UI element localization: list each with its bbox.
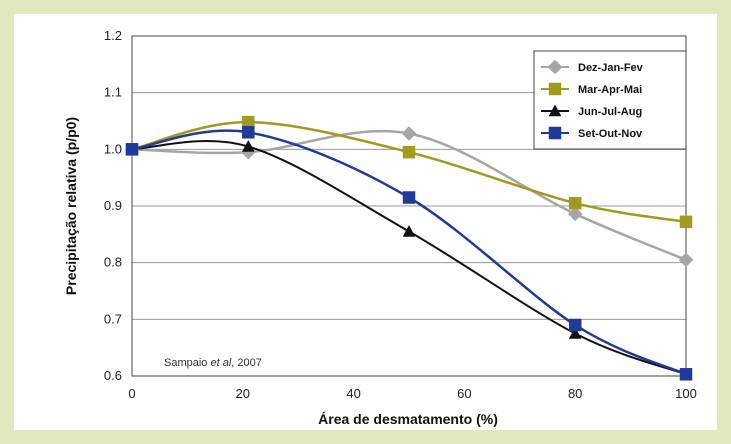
y-tick-label: 0.6 [104, 368, 122, 383]
legend-label-mar-apr-mai: Mar-Apr-Mai [578, 84, 642, 96]
x-axis-title: Área de desmatamento (%) [318, 411, 498, 427]
data-point-set-out-nov [680, 368, 692, 380]
x-tick-label: 20 [236, 386, 250, 401]
legend: Dez-Jan-Fev Mar-Apr-Mai Jun-Jul-Aug Set-Out… [534, 51, 686, 149]
legend-label-dez-jan-fev: Dez-Jan-Fev [578, 62, 644, 74]
y-tick-label: 1.0 [104, 141, 122, 156]
data-point-set-out-nov [569, 319, 581, 331]
x-tick-label: 40 [346, 386, 360, 401]
figure-panel: 0.6 0.7 0.8 0.9 1.0 1.1 1.2 0 20 40 60 80 100 Precip… [14, 14, 717, 430]
x-tick-label: 0 [128, 386, 135, 401]
series-markers [125, 116, 693, 380]
y-tick-label: 0.8 [104, 255, 122, 270]
data-point-jun-jul-aug [403, 226, 415, 237]
source-credit: Sampaio et al, 2007 [164, 357, 262, 369]
series-lines [132, 122, 686, 374]
y-tick-label: 0.9 [104, 198, 122, 213]
legend-label-jun-jul-aug: Jun-Jul-Aug [578, 106, 642, 118]
data-point-set-out-nov [126, 143, 138, 155]
legend-label-set-out-nov: Set-Out-Nov [578, 128, 643, 140]
x-tick-label: 80 [568, 386, 582, 401]
series-line-set-out-nov [132, 131, 686, 375]
precipitation-chart: 0.6 0.7 0.8 0.9 1.0 1.1 1.2 0 20 40 60 80 100 Precip… [14, 14, 717, 430]
data-point-dez-jan-fev [679, 253, 693, 267]
y-tick-label: 0.7 [104, 311, 122, 326]
data-point-mar-apr-mai [403, 146, 415, 158]
y-axis-title: Precipitação relativa (p/p0) [63, 117, 79, 295]
data-point-set-out-nov [403, 192, 415, 204]
series-line-jun-jul-aug [132, 141, 686, 374]
data-point-mar-apr-mai [680, 216, 692, 228]
data-point-set-out-nov [242, 126, 254, 138]
x-tick-label: 60 [457, 386, 471, 401]
x-tick-label: 100 [675, 386, 697, 401]
legend-marker-mar-apr-mai [549, 83, 561, 95]
data-point-mar-apr-mai [569, 197, 581, 209]
data-point-dez-jan-fev [402, 126, 416, 140]
y-tick-label: 1.2 [104, 28, 122, 43]
legend-marker-set-out-nov [549, 127, 561, 139]
y-tick-label: 1.1 [104, 85, 122, 100]
